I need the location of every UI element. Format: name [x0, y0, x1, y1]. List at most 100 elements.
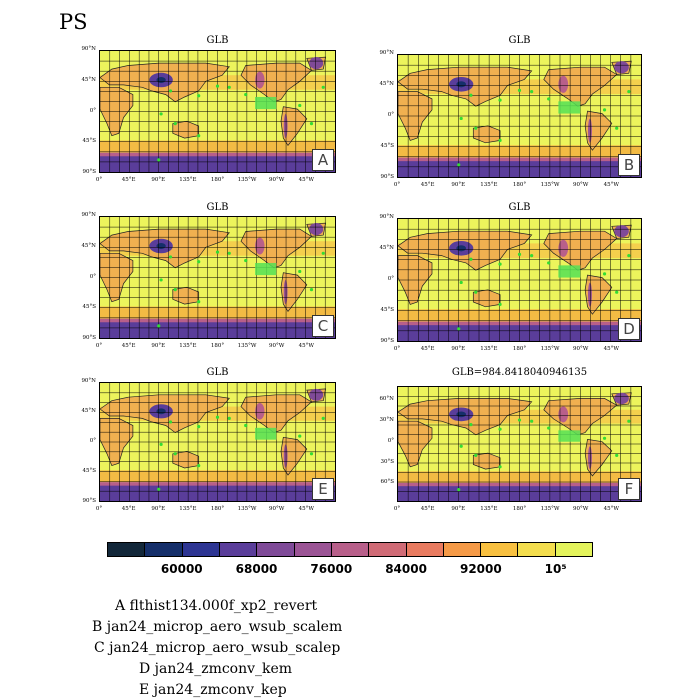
panel-title: GLB: [206, 367, 229, 378]
panel-title: GLB: [206, 35, 229, 46]
panel-title: GLB=984.8418040946135: [451, 367, 588, 378]
latitude-label: 90°S: [380, 338, 394, 344]
latitude-label: 45°N: [379, 245, 394, 251]
longitude-label: 135°W: [540, 346, 560, 352]
legend-entry: A flthist134.000f_xp2_revert: [115, 598, 318, 614]
longitude-label: 90°E: [451, 346, 466, 352]
longitude-label: 90°W: [269, 177, 285, 183]
latitude-label: 0°: [89, 107, 96, 114]
latitude-label: 90°N: [379, 214, 394, 220]
latitude-label: 90°S: [82, 169, 96, 175]
latitude-label: 45°N: [379, 81, 394, 87]
latitude-label: 0°: [387, 112, 394, 118]
longitude-label: 45°E: [420, 346, 435, 352]
longitude-label: 180°: [210, 343, 225, 349]
colorbar-swatch: [443, 543, 482, 556]
latitude-label: 45°S: [82, 468, 96, 474]
latitude-label: 90°N: [81, 212, 96, 218]
map-field: [100, 51, 335, 172]
longitude-label: 90°E: [151, 343, 166, 349]
latitude-label: 90°S: [380, 174, 394, 180]
colorbar-label: 92000: [459, 562, 502, 576]
panel-letter: B: [618, 154, 640, 176]
legend-entry: D jan24_zmconv_kem: [139, 661, 293, 677]
map-panel-c: [99, 216, 336, 339]
longitude-label: 135°W: [237, 506, 257, 512]
longitude-label: 45°W: [603, 346, 620, 352]
panel-letter: E: [312, 478, 334, 500]
longitude-label: 90°W: [269, 506, 285, 512]
longitude-label: 90°E: [451, 182, 466, 188]
longitude-label: 90°W: [269, 343, 285, 349]
longitude-label: 90°W: [573, 182, 589, 188]
colorbar-swatch: [219, 543, 258, 556]
longitude-label: 45°E: [121, 177, 136, 183]
map-panel-a: [99, 50, 336, 173]
latitude-label: 90°N: [81, 46, 96, 52]
longitude-label: 0°: [393, 182, 401, 188]
latitude-label: 60°N: [379, 395, 394, 402]
panel-title: GLB: [508, 35, 531, 46]
colorbar-swatch: [518, 543, 556, 556]
longitude-label: 90°E: [151, 506, 166, 512]
colorbar-swatch: [182, 543, 220, 556]
legend-entry: B jan24_microp_aero_wsub_scalem: [92, 619, 343, 635]
longitude-label: 45°W: [298, 506, 315, 512]
colorbar-swatch: [406, 543, 444, 556]
longitude-label: 45°W: [603, 506, 620, 512]
latitude-label: 60°S: [380, 479, 394, 486]
latitude-label: 0°: [89, 273, 96, 280]
latitude-label: 30°S: [380, 458, 394, 465]
latitude-label: 90°N: [379, 50, 394, 56]
panel-letter: F: [618, 478, 640, 500]
latitude-label: 0°: [89, 438, 96, 444]
longitude-label: 180°: [512, 506, 527, 512]
latitude-label: 45°N: [81, 76, 96, 83]
colorbar-swatch: [145, 543, 183, 556]
longitude-label: 135°E: [179, 343, 197, 349]
longitude-label: 45°W: [298, 343, 315, 349]
map-panel-d: [397, 218, 642, 342]
longitude-label: 45°W: [298, 177, 315, 183]
longitude-label: 135°E: [480, 182, 498, 188]
colorbar-swatch: [257, 543, 295, 556]
colorbar-swatch: [331, 543, 370, 556]
longitude-label: 0°: [393, 506, 401, 512]
longitude-label: 135°E: [179, 506, 197, 512]
latitude-label: 45°N: [81, 242, 96, 249]
colorbar-swatch: [108, 543, 146, 556]
map-panel-f: [397, 386, 642, 502]
longitude-label: 135°W: [237, 343, 257, 349]
latitude-label: 30°N: [379, 416, 394, 423]
map-field: [398, 387, 641, 501]
latitude-label: 90°N: [81, 378, 96, 384]
longitude-label: 0°: [95, 506, 103, 512]
longitude-label: 90°W: [573, 346, 589, 352]
longitude-label: 135°W: [540, 182, 560, 188]
latitude-label: 90°S: [82, 498, 96, 504]
map-field: [398, 55, 641, 177]
longitude-label: 45°E: [420, 182, 435, 188]
map-field: [100, 217, 335, 338]
longitude-label: 45°E: [420, 506, 435, 512]
panel-letter: D: [618, 318, 640, 340]
map-field: [100, 383, 335, 501]
latitude-label: 45°S: [380, 143, 394, 149]
longitude-label: 135°E: [480, 506, 498, 512]
longitude-label: 0°: [393, 346, 401, 352]
latitude-label: 90°S: [82, 335, 96, 341]
colorbar-label: 68000: [235, 562, 278, 576]
longitude-label: 180°: [512, 346, 527, 352]
map-panel-e: [99, 382, 336, 502]
longitude-label: 135°W: [237, 177, 257, 183]
colorbar-swatch: [369, 543, 407, 556]
longitude-label: 45°E: [121, 343, 136, 349]
latitude-label: 45°N: [81, 408, 96, 414]
longitude-label: 0°: [95, 177, 103, 183]
colorbar-label: 60000: [160, 562, 203, 576]
latitude-label: 45°S: [380, 307, 394, 313]
map-field: [398, 219, 641, 341]
panel-title: GLB: [206, 202, 229, 213]
colorbar-label: 10⁵: [544, 562, 567, 576]
longitude-label: 135°E: [480, 346, 498, 352]
